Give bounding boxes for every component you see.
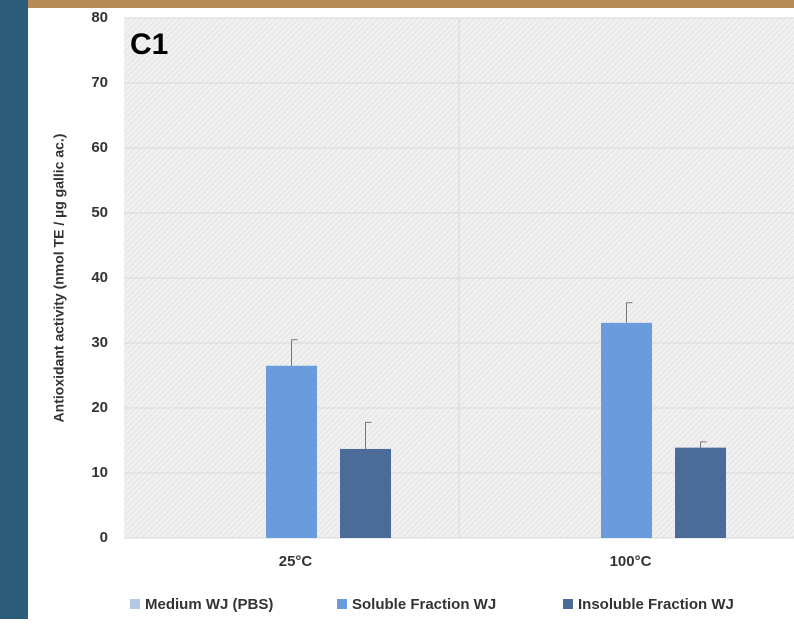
legend-label: Soluble Fraction WJ (352, 596, 496, 613)
y-tick-label: 0 (100, 529, 108, 546)
y-tick-label: 20 (91, 399, 108, 416)
y-tick-label: 10 (91, 464, 108, 481)
y-tick-label: 30 (91, 334, 108, 351)
bar (675, 448, 726, 538)
legend-swatch (563, 599, 573, 609)
y-tick-label: 40 (91, 269, 108, 286)
page: {"chart_data": {"type": "bar", "panel_la… (0, 0, 794, 619)
y-tick-label: 80 (91, 9, 108, 26)
legend-swatch (337, 599, 347, 609)
legend-swatch (130, 599, 140, 609)
chart: C1 Antioxidant activity (nmol TE / µg ga… (0, 0, 794, 619)
x-tick-label: 25°C (279, 553, 313, 570)
x-tick-label: 100°C (610, 553, 652, 570)
bar (266, 366, 317, 538)
y-axis-label: Antioxidant activity (nmol TE / µg galli… (51, 134, 67, 423)
y-tick-label: 70 (91, 74, 108, 91)
y-tick-label: 50 (91, 204, 108, 221)
y-tick-label: 60 (91, 139, 108, 156)
panel-label: C1 (130, 28, 168, 61)
bar (340, 449, 391, 538)
legend-label: Medium WJ (PBS) (145, 596, 273, 613)
legend-label: Insoluble Fraction WJ (578, 596, 734, 613)
bar (601, 323, 652, 538)
